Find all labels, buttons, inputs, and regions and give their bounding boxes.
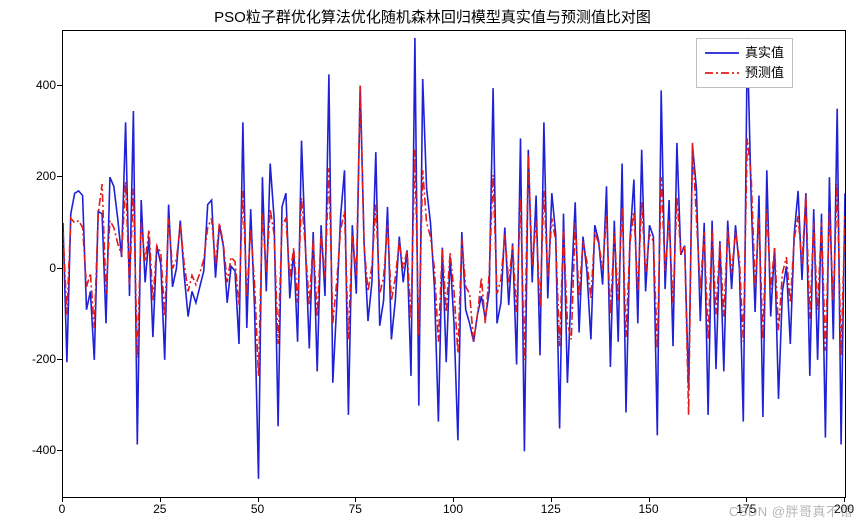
legend-item-actual: 真实值 — [705, 43, 784, 63]
y-tick-label: 400 — [6, 78, 56, 92]
y-tick-label: -400 — [6, 443, 56, 457]
chart-title: PSO粒子群优化算法优化随机森林回归模型真实值与预测值比对图 — [0, 6, 865, 27]
y-tick-mark — [57, 359, 62, 360]
y-tick-label: 200 — [6, 169, 56, 183]
x-tick-label: 150 — [638, 502, 658, 516]
plot-area — [62, 30, 846, 498]
x-tick-label: 0 — [59, 502, 66, 516]
x-tick-mark — [551, 497, 552, 502]
chart-container: PSO粒子群优化算法优化随机森林回归模型真实值与预测值比对图 真实值 预测值 0… — [0, 0, 865, 526]
legend: 真实值 预测值 — [696, 38, 793, 88]
x-tick-mark — [355, 497, 356, 502]
series-line — [63, 38, 845, 479]
legend-swatch-actual — [705, 46, 739, 60]
y-tick-label: 0 — [6, 261, 56, 275]
x-tick-label: 25 — [153, 502, 166, 516]
legend-swatch-pred — [705, 66, 739, 80]
x-tick-label: 75 — [349, 502, 362, 516]
legend-label-pred: 预测值 — [745, 64, 784, 82]
x-tick-mark — [160, 497, 161, 502]
y-tick-label: -200 — [6, 352, 56, 366]
y-tick-mark — [57, 176, 62, 177]
y-tick-mark — [57, 85, 62, 86]
series-layer — [63, 31, 845, 497]
watermark: CSDN @胖哥真不错 — [729, 501, 853, 520]
x-tick-label: 125 — [541, 502, 561, 516]
x-tick-label: 100 — [443, 502, 463, 516]
y-tick-mark — [57, 450, 62, 451]
x-tick-mark — [62, 497, 63, 502]
legend-label-actual: 真实值 — [745, 44, 784, 62]
x-tick-mark — [258, 497, 259, 502]
x-tick-mark — [649, 497, 650, 502]
y-tick-mark — [57, 268, 62, 269]
x-tick-label: 50 — [251, 502, 264, 516]
x-tick-mark — [453, 497, 454, 502]
legend-item-pred: 预测值 — [705, 63, 784, 83]
